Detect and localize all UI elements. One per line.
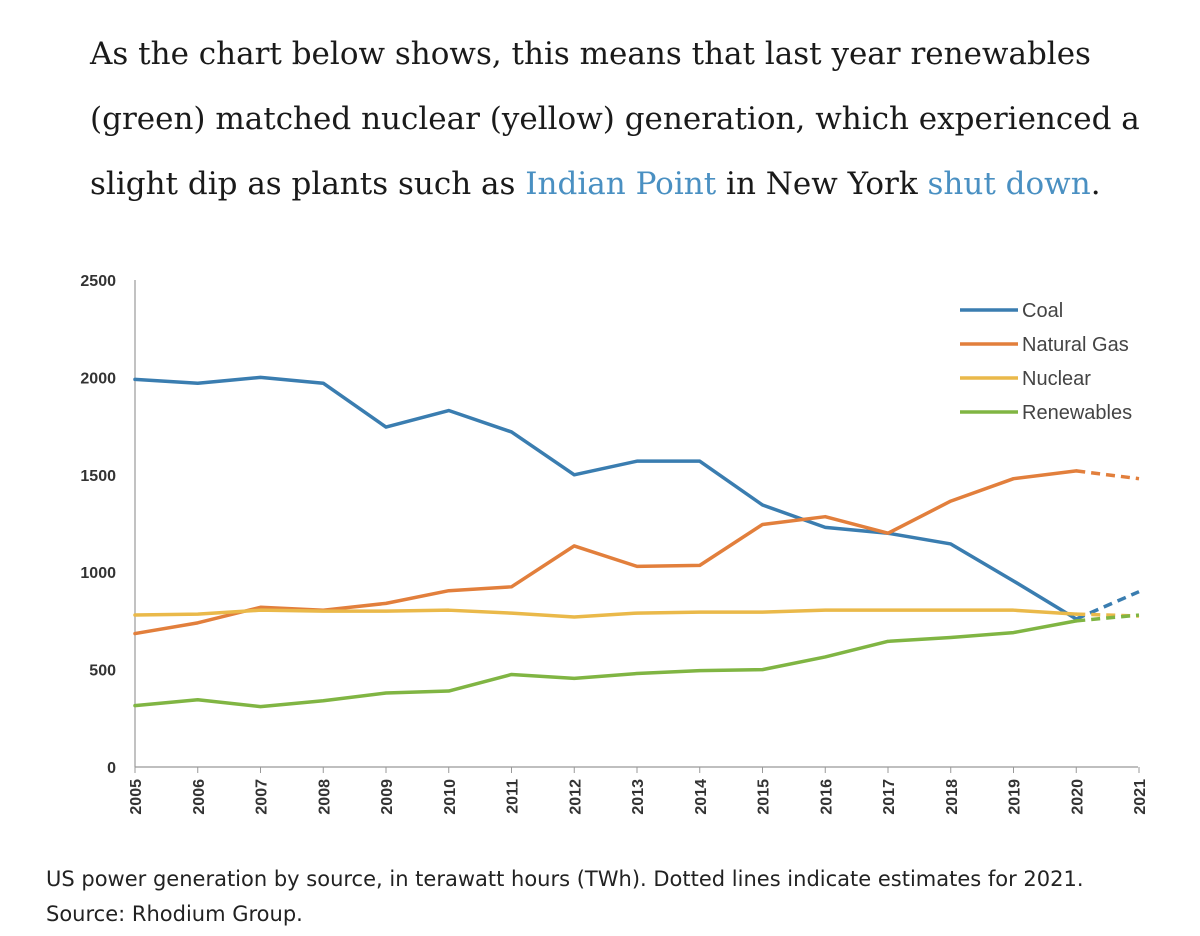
legend: Coal Natural Gas Nuclear Renewables	[960, 300, 1132, 424]
renewables-estimate-line	[1076, 613, 1140, 623]
caption-line-1: US power generation by source, in terawa…	[46, 867, 1084, 891]
natural-gas-estimate-line	[1076, 469, 1140, 481]
x-tick-label: 2013	[630, 779, 647, 815]
intro-paragraph: As the chart below shows, this means tha…	[90, 22, 1170, 217]
coal-line	[133, 375, 1078, 621]
shut-down-link[interactable]: shut down	[927, 166, 1091, 202]
x-tick-label: 2008	[316, 779, 333, 815]
nuclear-line	[133, 608, 1078, 619]
y-tick-label: 2000	[80, 370, 116, 387]
x-tick-label: 2015	[756, 779, 773, 815]
y-tick-label: 500	[89, 663, 116, 680]
legend-label-renewables: Renewables	[1022, 402, 1132, 424]
indian-point-link[interactable]: Indian Point	[525, 166, 717, 202]
x-tick-label: 2007	[254, 779, 271, 815]
x-tick-label: 2011	[505, 779, 522, 814]
x-tick-label: 2019	[1007, 779, 1024, 815]
x-tick-label: 2012	[567, 779, 584, 815]
x-tick-label: 2010	[442, 779, 459, 815]
x-tick-label: 2017	[881, 779, 898, 815]
x-tick-label: 2009	[379, 779, 396, 815]
x-axis-ticks: 2005 2006 2007 2008 2009 2010 2011 2012 2013 2014…	[128, 767, 1149, 815]
y-tick-label: 0	[107, 760, 116, 777]
y-axis-ticks: 0 500 1000 1500 2000 2500	[80, 273, 116, 777]
chart-caption: US power generation by source, in terawa…	[46, 862, 1176, 932]
x-tick-label: 2020	[1069, 779, 1086, 815]
x-tick-label: 2021	[1132, 779, 1149, 815]
legend-label-nuclear: Nuclear	[1022, 368, 1091, 390]
natural-gas-line	[133, 469, 1078, 636]
x-tick-label: 2016	[818, 779, 835, 815]
x-tick-label: 2006	[191, 779, 208, 815]
y-tick-label: 1500	[80, 468, 116, 485]
intro-text-3: .	[1090, 166, 1101, 202]
renewables-line	[133, 619, 1078, 709]
legend-label-natural-gas: Natural Gas	[1022, 334, 1129, 356]
x-tick-label: 2014	[693, 779, 710, 815]
legend-label-coal: Coal	[1022, 300, 1063, 322]
x-tick-label: 2005	[128, 779, 145, 815]
y-tick-label: 1000	[80, 565, 116, 582]
series-lines	[133, 375, 1140, 709]
coal-estimate-line	[1075, 590, 1140, 621]
x-tick-label: 2018	[944, 779, 961, 815]
caption-source: Source: Rhodium Group.	[46, 902, 303, 926]
y-tick-label: 2500	[80, 273, 116, 290]
intro-text-2: in New York	[716, 166, 928, 202]
intro-text-1: As the chart below shows, this means tha…	[90, 36, 1140, 202]
